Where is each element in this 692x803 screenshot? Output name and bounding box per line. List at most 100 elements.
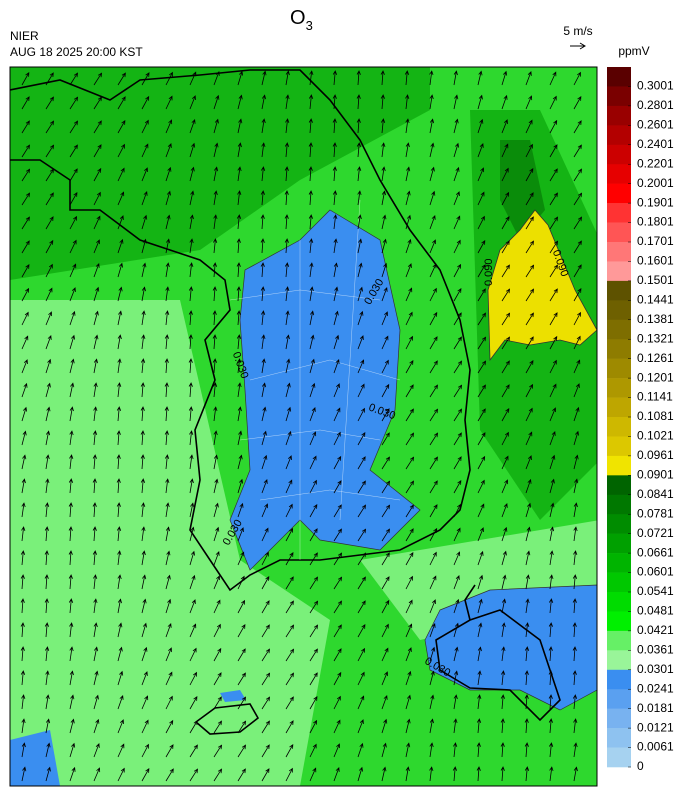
wind-arrow [93, 767, 101, 782]
wind-arrow [333, 719, 341, 734]
colorbar-label: 0.0841 [637, 487, 674, 501]
wind-arrow [189, 574, 196, 590]
wind-arrow [117, 646, 123, 662]
wind-arrow [309, 648, 318, 662]
wind-arrow [44, 574, 49, 590]
wind-arrow [261, 334, 266, 350]
wind-arrow [165, 768, 174, 782]
wind-arrow [45, 742, 51, 758]
wind-arrow [381, 408, 390, 422]
colorbar-swatch [607, 630, 631, 651]
wind-arrow [189, 430, 194, 446]
wind-arrow [381, 456, 390, 470]
wind-arrow [93, 358, 99, 374]
wind-arrow [501, 479, 509, 494]
wind-arrow [284, 262, 290, 278]
wind-arrow [261, 94, 267, 110]
wind-arrow [549, 550, 554, 566]
wind-arrow [477, 191, 485, 206]
colorbar-label: 0.1081 [637, 409, 674, 423]
colorbar-swatch [607, 300, 631, 321]
wind-arrow [69, 168, 78, 182]
wind-arrow [477, 622, 483, 638]
wind-arrow [261, 672, 271, 686]
wind-arrow [165, 671, 173, 686]
wind-arrow [501, 191, 510, 206]
wind-arrow [429, 694, 435, 710]
wind-arrow [405, 238, 412, 254]
wind-arrow [381, 238, 387, 254]
wind-arrow [21, 406, 28, 422]
wind-arrow [165, 71, 173, 86]
wind-arrow [309, 552, 318, 566]
wind-arrow [357, 190, 362, 206]
wind-arrow [549, 168, 558, 182]
wind-arrow [237, 430, 243, 446]
colorbar-swatch [607, 514, 631, 534]
wind-arrow [189, 118, 196, 134]
colorbar-swatch [607, 397, 631, 418]
wind-arrow [117, 598, 122, 614]
wind-arrow [93, 72, 103, 86]
wind-arrow [500, 718, 505, 734]
wind-arrow [141, 767, 150, 782]
wind-arrow [285, 358, 291, 374]
wind-arrow [237, 382, 242, 398]
agency: NIER [10, 29, 39, 43]
wind-arrow [285, 600, 294, 614]
wind-arrow [93, 310, 99, 326]
wind-arrow [237, 527, 244, 542]
wind-arrow [236, 334, 242, 350]
wind-arrow [285, 743, 294, 758]
wind-arrow [405, 190, 411, 206]
wind-arrow [69, 310, 76, 326]
colorbar-label: 0.0121 [637, 720, 674, 734]
wind-arrow [21, 382, 28, 398]
wind-arrow [357, 504, 367, 518]
colorbar-label: 0.2401 [637, 137, 674, 151]
wind-arrow [93, 382, 98, 398]
wind-arrow [21, 766, 27, 782]
wind-arrow [501, 574, 507, 590]
wind-arrow [165, 214, 171, 230]
wind-arrow [405, 166, 411, 182]
wind-arrow [333, 576, 343, 590]
wind-arrow [117, 743, 125, 758]
wind-arrow [429, 670, 435, 686]
wind-arrow [525, 336, 534, 350]
wind-arrow [308, 214, 314, 230]
wind-arrow [405, 456, 415, 470]
wind-arrow [21, 718, 26, 734]
wind-arrow [45, 478, 50, 494]
wind-arrow [21, 311, 29, 326]
wind-arrow [237, 696, 247, 710]
wind-arrow [357, 310, 364, 326]
wind-arrow [189, 238, 194, 254]
wind-arrow [573, 766, 578, 782]
wind-arrow [21, 120, 30, 134]
wind-arrow [429, 599, 436, 614]
wind-arrow [405, 742, 411, 758]
wind-arrow [477, 384, 486, 398]
wind-arrow [429, 190, 436, 206]
wind-arrow [429, 263, 437, 278]
wind-arrow [429, 287, 437, 302]
wind-arrow [381, 766, 387, 782]
wind-arrow [285, 552, 294, 566]
wind-arrow [309, 672, 318, 686]
wind-arrow [141, 550, 146, 566]
wind-arrow [117, 72, 126, 86]
wind-arrow [189, 454, 194, 470]
wind-arrow [501, 526, 508, 542]
wind-arrow [501, 431, 509, 446]
wind-arrow [45, 144, 55, 158]
wind-arrow [429, 575, 437, 590]
wind-arrow [380, 118, 386, 134]
wind-arrow [261, 696, 271, 710]
wind-arrow [165, 143, 172, 158]
wind-arrow [21, 742, 26, 758]
wind-arrow [164, 454, 170, 470]
wind-arrow [309, 479, 317, 494]
wind-arrow [453, 527, 461, 542]
wind-arrow [405, 766, 410, 782]
